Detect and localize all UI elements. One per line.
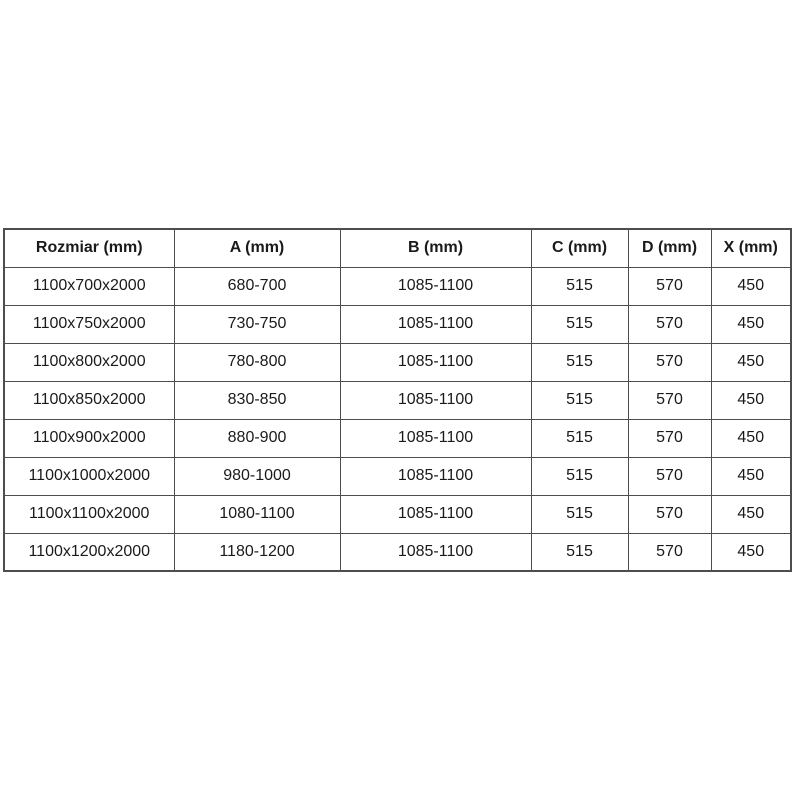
table-cell: 570 <box>627 532 712 572</box>
table-cell: 570 <box>627 304 712 344</box>
table-cell: 1085-1100 <box>339 304 532 344</box>
table-row: 1100x1100x2000 1080-1100 1085-1100 515 570 45… <box>3 494 792 534</box>
table-cell: 450 <box>710 342 792 382</box>
table-cell: 515 <box>530 266 629 306</box>
table-cell: 450 <box>710 304 792 344</box>
table-row: 1100x1000x2000 980-1000 1085-1100 515 570 450 <box>3 456 792 496</box>
table-cell: 1080-1100 <box>173 494 341 534</box>
table-row: 1100x800x2000 780-800 1085-1100 515 570 450 <box>3 342 792 382</box>
table-cell: 730-750 <box>173 304 341 344</box>
table-cell: 570 <box>627 342 712 382</box>
table-cell: 1085-1100 <box>339 266 532 306</box>
table-row: 1100x750x2000 730-750 1085-1100 515 570 450 <box>3 304 792 344</box>
table-cell: 515 <box>530 380 629 420</box>
table-row: 1100x900x2000 880-900 1085-1100 515 570 450 <box>3 418 792 458</box>
table-cell: 1100x750x2000 <box>3 304 175 344</box>
table-cell: 1180-1200 <box>173 532 341 572</box>
table-cell: 1085-1100 <box>339 494 532 534</box>
column-header: A (mm) <box>173 228 341 268</box>
column-header: C (mm) <box>530 228 629 268</box>
table-row: 1100x850x2000 830-850 1085-1100 515 570 450 <box>3 380 792 420</box>
column-header: B (mm) <box>339 228 532 268</box>
table-cell: 515 <box>530 494 629 534</box>
table-cell: 515 <box>530 532 629 572</box>
table-cell: 780-800 <box>173 342 341 382</box>
table-cell: 830-850 <box>173 380 341 420</box>
table-cell: 450 <box>710 380 792 420</box>
table-cell: 880-900 <box>173 418 341 458</box>
table-cell: 1100x900x2000 <box>3 418 175 458</box>
table-cell: 450 <box>710 494 792 534</box>
table-cell: 1085-1100 <box>339 380 532 420</box>
table-cell: 1085-1100 <box>339 342 532 382</box>
table-cell: 570 <box>627 266 712 306</box>
table-row: 1100x700x2000 680-700 1085-1100 515 570 450 <box>3 266 792 306</box>
table-cell: 450 <box>710 456 792 496</box>
table-cell: 515 <box>530 342 629 382</box>
table-cell: 1100x700x2000 <box>3 266 175 306</box>
table-cell: 515 <box>530 304 629 344</box>
table-cell: 1100x1200x2000 <box>3 532 175 572</box>
table-cell: 570 <box>627 456 712 496</box>
table-cell: 515 <box>530 418 629 458</box>
table-cell: 570 <box>627 494 712 534</box>
column-header: D (mm) <box>627 228 712 268</box>
table-cell: 1085-1100 <box>339 418 532 458</box>
table-cell: 570 <box>627 380 712 420</box>
table-cell: 515 <box>530 456 629 496</box>
column-header: X (mm) <box>710 228 792 268</box>
table-cell: 450 <box>710 266 792 306</box>
table-cell: 1100x1000x2000 <box>3 456 175 496</box>
table-cell: 1100x800x2000 <box>3 342 175 382</box>
table-cell: 1085-1100 <box>339 456 532 496</box>
table-cell: 1100x850x2000 <box>3 380 175 420</box>
table-cell: 450 <box>710 532 792 572</box>
column-header: Rozmiar (mm) <box>3 228 175 268</box>
table-cell: 450 <box>710 418 792 458</box>
header-row: Rozmiar (mm) A (mm) B (mm) C (mm) D (mm) X (m… <box>3 228 792 268</box>
table-cell: 570 <box>627 418 712 458</box>
table-cell: 980-1000 <box>173 456 341 496</box>
table-cell: 1100x1100x2000 <box>3 494 175 534</box>
table-body: 1100x700x2000 680-700 1085-1100 515 570 450 11… <box>3 266 792 572</box>
table-cell: 1085-1100 <box>339 532 532 572</box>
table-cell: 680-700 <box>173 266 341 306</box>
table-row: 1100x1200x2000 1180-1200 1085-1100 515 570 45… <box>3 532 792 572</box>
dimensions-table: Rozmiar (mm) A (mm) B (mm) C (mm) D (mm) X (m… <box>3 228 792 572</box>
